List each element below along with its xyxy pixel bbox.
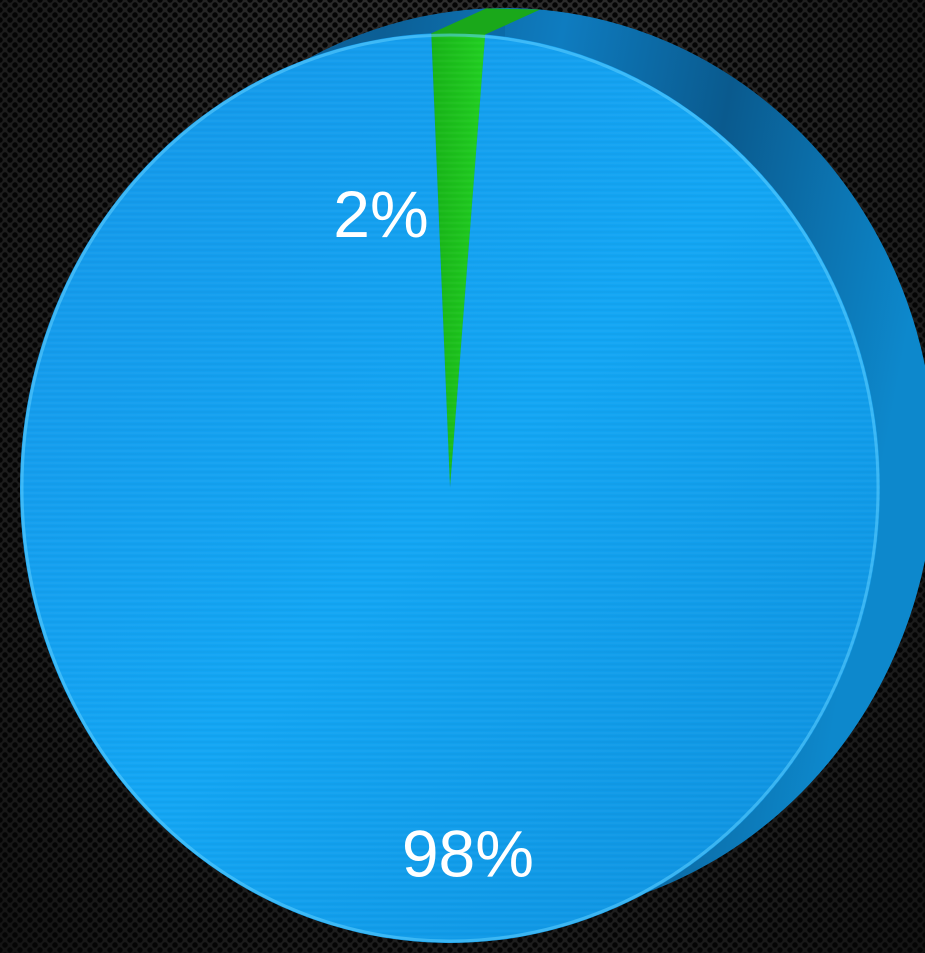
- pie-rim-highlight: [20, 33, 880, 943]
- pie-slice-rim-0: [431, 8, 541, 35]
- pie-label-1: 98%: [402, 817, 534, 891]
- pie-texture: [20, 33, 880, 943]
- pie-label-0: 2%: [333, 177, 428, 251]
